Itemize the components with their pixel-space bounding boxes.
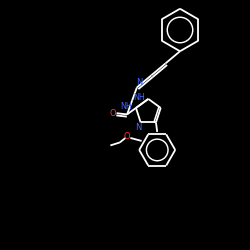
Text: O: O: [109, 109, 116, 118]
Text: O: O: [124, 132, 130, 141]
Text: NH: NH: [120, 102, 132, 111]
Text: N: N: [136, 78, 142, 88]
Text: N: N: [136, 124, 142, 132]
Text: NH: NH: [133, 93, 145, 102]
